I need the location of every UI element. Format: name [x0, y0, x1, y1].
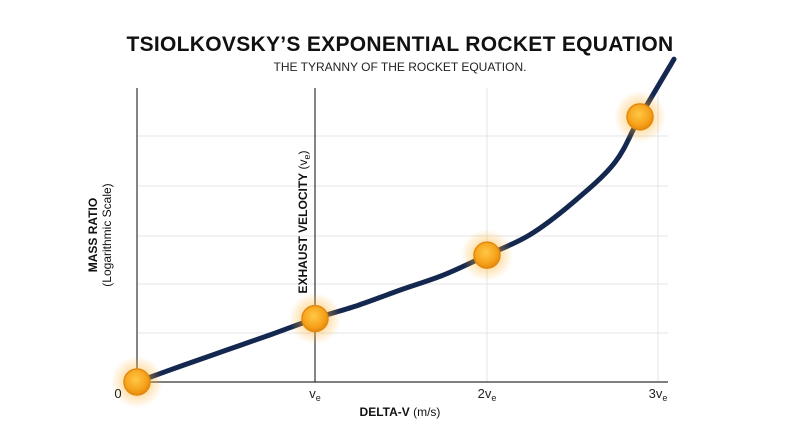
axes-layer: [136, 88, 668, 383]
y-axis-label-sub: (Logarithmic Scale): [100, 183, 114, 287]
exhaust-velocity-label: EXHAUST VELOCITY (ve): [296, 150, 312, 293]
data-point-0: [111, 356, 163, 408]
x-tick-label-2: 2ve: [477, 386, 497, 403]
y-axis-label: MASS RATIO (Logarithmic Scale): [86, 183, 114, 286]
series-layer: [134, 56, 677, 385]
grid-layer: [137, 88, 668, 382]
y-axis-label-main: MASS RATIO: [86, 197, 100, 273]
data-point-dot-1: [301, 304, 329, 333]
exhaust-velocity-label-main: EXHAUST VELOCITY: [295, 172, 310, 294]
series-line-0: [134, 56, 677, 385]
exhaust-velocity-label-close: ): [295, 150, 310, 155]
marker-layer: [111, 90, 666, 408]
data-point-3: [614, 90, 666, 143]
chart-subtitle: THE TYRANNY OF THE ROCKET EQUATION.: [273, 60, 527, 74]
x-axis-label-unit: (m/s): [413, 405, 441, 419]
x-tick-label-1: ve: [309, 386, 321, 403]
chart-title: TSIOLKOVSKY’S EXPONENTIAL ROCKET EQUATIO…: [126, 33, 674, 56]
x-axis-label: DELTA-V (m/s): [0, 405, 800, 419]
exhaust-velocity-label-sub: e: [302, 154, 313, 160]
exhaust-velocity-label-sym: (v: [295, 159, 310, 170]
x-tick-label-0: 0: [114, 386, 122, 401]
x-tick-label-3: 3ve: [648, 386, 668, 403]
data-point-2: [461, 229, 513, 282]
data-point-1: [289, 292, 341, 345]
data-point-dot-2: [473, 241, 501, 269]
data-point-dot-0: [123, 368, 151, 396]
data-point-dot-3: [626, 103, 654, 131]
x-axis-label-main: DELTA-V: [359, 405, 410, 419]
